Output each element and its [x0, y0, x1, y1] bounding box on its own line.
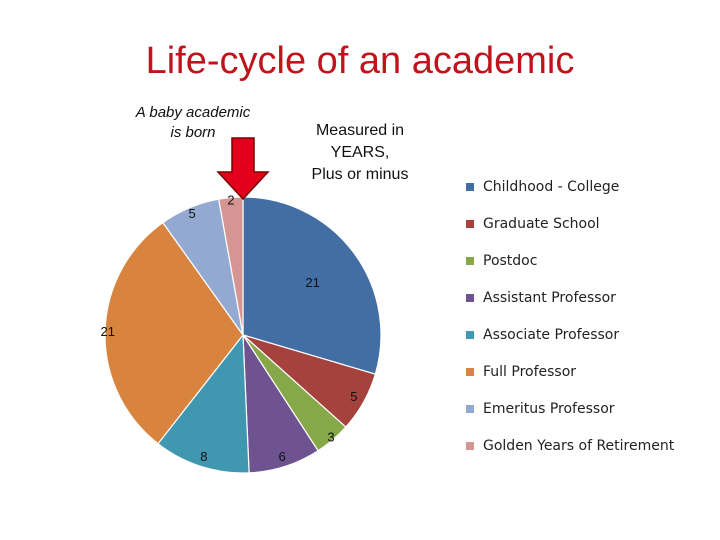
legend-label: Postdoc: [483, 253, 538, 269]
legend-item: Full Professor: [466, 361, 576, 383]
legend-item: Childhood - College: [466, 176, 619, 198]
legend-label: Golden Years of Retirement: [483, 438, 675, 454]
legend-label: Full Professor: [483, 364, 577, 380]
legend-swatch: [466, 442, 474, 450]
data-label: 2: [227, 192, 234, 207]
legend-swatch: [466, 220, 474, 228]
down-arrow-icon: [216, 137, 270, 201]
legend-item: Golden Years of Retirement: [466, 435, 674, 457]
legend-item: Associate Professor: [466, 324, 619, 346]
measured-annotation-line-1: Measured in: [315, 122, 405, 139]
pie-slice-associate-professor: [157, 333, 250, 474]
legend-swatch: [466, 183, 474, 191]
measured-annotation-line-2: YEARS,: [330, 144, 390, 161]
data-label: 5: [189, 206, 196, 221]
legend-swatch: [466, 257, 474, 265]
legend-label: Assistant Professor: [483, 290, 616, 306]
measured-in-years-annotation: Measured in YEARS, Plus or minus: [290, 120, 430, 186]
pie-slices: [104, 196, 382, 474]
legend-swatch: [466, 331, 474, 339]
measured-annotation-line-3: Plus or minus: [311, 166, 409, 183]
baby-annotation-line-2: is born: [170, 124, 216, 141]
baby-annotation-line-1: A baby academic: [135, 104, 251, 121]
data-label: 8: [200, 449, 207, 464]
data-label: 6: [279, 449, 286, 464]
legend-label: Associate Professor: [483, 327, 620, 343]
legend-swatch: [466, 405, 474, 413]
legend-item: Postdoc: [466, 250, 537, 272]
data-label: 5: [350, 389, 357, 404]
legend-item: Graduate School: [466, 213, 600, 235]
pie-slice-childhood-college: [242, 196, 382, 375]
legend-label: Emeritus Professor: [483, 401, 615, 417]
data-label: 21: [305, 275, 319, 290]
legend-label: Graduate School: [483, 216, 600, 232]
pie-slice-full-professor: [104, 221, 244, 445]
slide-title: Life-cycle of an academic: [145, 40, 575, 82]
legend-label: Childhood - College: [483, 179, 620, 195]
data-label: 3: [327, 430, 334, 445]
legend-item: Assistant Professor: [466, 287, 616, 309]
legend-swatch: [466, 294, 474, 302]
pie-data-labels: 21 5 3 6 8 21 5 2: [101, 192, 358, 464]
legend-item: Emeritus Professor: [466, 398, 615, 420]
legend-swatch: [466, 368, 474, 376]
baby-academic-annotation: A baby academic is born: [118, 103, 268, 143]
data-label: 21: [101, 324, 115, 339]
